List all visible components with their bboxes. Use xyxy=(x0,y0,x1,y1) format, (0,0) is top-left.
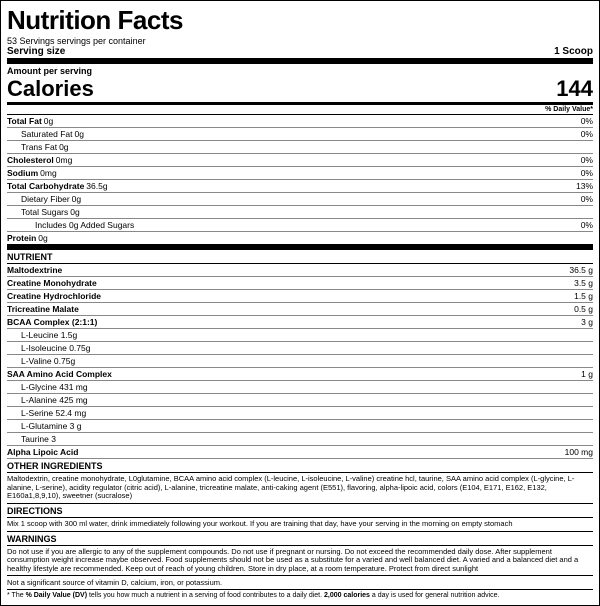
macro-pct: 0% xyxy=(581,168,593,178)
nutrient-row: L-Leucine 1.5g xyxy=(7,329,593,342)
serving-size-label: Serving size xyxy=(7,46,65,57)
macro-amount: 0g xyxy=(70,207,79,217)
nutrient-name: L-Serine 52.4 mg xyxy=(7,408,86,418)
macro-name: Trans Fat xyxy=(21,142,57,152)
nutrient-row: Maltodextrine 36.5 g xyxy=(7,264,593,277)
macro-row: Cholesterol 0mg 0% xyxy=(7,154,593,167)
directions-text: Mix 1 scoop with 300 ml water, drink imm… xyxy=(7,518,593,532)
nutrient-amount: 0.5 g xyxy=(574,304,593,314)
nutrient-row: Tricreatine Malate 0.5 g xyxy=(7,303,593,316)
macro-name: Total Fat xyxy=(7,116,42,126)
nutrient-name: Creatine Hydrochloride xyxy=(7,291,101,301)
macro-amount: 0g xyxy=(38,233,47,243)
macro-row: Saturated Fat 0g 0% xyxy=(7,128,593,141)
macro-row: Total Fat 0g 0% xyxy=(7,115,593,128)
other-ingredients-text: Maltodextrin, creatine monohydrate, L0gl… xyxy=(7,473,593,504)
nutrients-section: Maltodextrine 36.5 g Creatine Monohydrate 3… xyxy=(7,264,593,459)
macro-pct: 0% xyxy=(581,220,593,230)
macro-row: Protein 0g xyxy=(7,232,593,250)
nutrient-name: L-Glutamine 3 g xyxy=(7,421,81,431)
nutrient-name: SAA Amino Acid Complex xyxy=(7,369,112,379)
macro-row: Total Sugars 0g xyxy=(7,206,593,219)
macro-amount: 0g xyxy=(59,142,68,152)
servings-per-container: 53 Servings servings per container xyxy=(7,36,593,46)
macro-row: Sodium 0mg 0% xyxy=(7,167,593,180)
other-ingredients-header: OTHER INGREDIENTS xyxy=(7,459,593,473)
nutrient-name: Tricreatine Malate xyxy=(7,304,79,314)
nutrient-name: L-Glycine 431 mg xyxy=(7,382,88,392)
macro-name: Dietary Fiber xyxy=(21,194,70,204)
title: Nutrition Facts xyxy=(7,5,593,36)
nutrient-name: BCAA Complex (2:1:1) xyxy=(7,317,97,327)
nutrient-row: SAA Amino Acid Complex 1 g xyxy=(7,368,593,381)
nutrition-facts-panel: Nutrition Facts 53 Servings servings per… xyxy=(0,0,600,606)
calories-row: Calories 144 xyxy=(7,76,593,105)
macro-amount: 36.5g xyxy=(86,181,107,191)
warnings-header: WARNINGS xyxy=(7,532,593,546)
macro-name: Includes 0g Added Sugars xyxy=(35,220,134,230)
macro-row: Dietary Fiber 0g 0% xyxy=(7,193,593,206)
nutrient-row: Taurine 3 xyxy=(7,433,593,446)
nutrient-row: L-Glutamine 3 g xyxy=(7,420,593,433)
nutrient-amount: 100 mg xyxy=(565,447,593,457)
calories-label: Calories xyxy=(7,76,94,102)
nutrient-row: Creatine Monohydrate 3.5 g xyxy=(7,277,593,290)
macro-row: Total Carbohydrate 36.5g 13% xyxy=(7,180,593,193)
nutrient-row: L-Valine 0.75g xyxy=(7,355,593,368)
nutrient-row: L-Glycine 431 mg xyxy=(7,381,593,394)
macro-row: Trans Fat 0g xyxy=(7,141,593,154)
amount-per-serving-label: Amount per serving xyxy=(7,66,593,76)
nutrient-amount: 1 g xyxy=(581,369,593,379)
macro-name: Sodium xyxy=(7,168,38,178)
nutrient-name: Maltodextrine xyxy=(7,265,62,275)
macros-section: Total Fat 0g0%Saturated Fat 0g0%Trans Fa… xyxy=(7,115,593,250)
serving-size-value: 1 Scoop xyxy=(554,46,593,57)
nutrient-name: Creatine Monohydrate xyxy=(7,278,97,288)
macro-name: Saturated Fat xyxy=(21,129,73,139)
macro-amount: 0mg xyxy=(56,155,73,165)
nutrient-amount: 36.5 g xyxy=(569,265,593,275)
nutrient-row: Alpha Lipoic Acid 100 mg xyxy=(7,446,593,459)
macro-name: Cholesterol xyxy=(7,155,54,165)
nutrient-name: L-Leucine 1.5g xyxy=(7,330,77,340)
macro-pct: 13% xyxy=(576,181,593,191)
nutrient-amount: 3 g xyxy=(581,317,593,327)
directions-header: DIRECTIONS xyxy=(7,504,593,518)
macro-amount: 0g xyxy=(75,129,84,139)
macro-amount: 0g xyxy=(44,116,53,126)
nutrient-header: NUTRIENT xyxy=(7,250,593,264)
serving-size-row: Serving size 1 Scoop xyxy=(7,46,593,64)
macro-pct: 0% xyxy=(581,129,593,139)
macro-name: Protein xyxy=(7,233,36,243)
dv-footnote: * The % Daily Value (DV) tells you how m… xyxy=(7,590,593,601)
calories-value: 144 xyxy=(556,76,593,102)
nutrient-name: L-Valine 0.75g xyxy=(7,356,75,366)
not-significant-note: Not a significant source of vitamin D, c… xyxy=(7,576,593,590)
macro-pct: 0% xyxy=(581,155,593,165)
macro-amount: 0g xyxy=(72,194,81,204)
macro-name: Total Sugars xyxy=(21,207,68,217)
macro-name: Total Carbohydrate xyxy=(7,181,84,191)
daily-value-header: % Daily Value* xyxy=(7,105,593,115)
nutrient-row: BCAA Complex (2:1:1) 3 g xyxy=(7,316,593,329)
warnings-text: Do not use if you are allergic to any of… xyxy=(7,546,593,577)
macro-pct: 0% xyxy=(581,116,593,126)
nutrient-amount: 1.5 g xyxy=(574,291,593,301)
nutrient-name: Alpha Lipoic Acid xyxy=(7,447,78,457)
macro-amount: 0mg xyxy=(40,168,57,178)
nutrient-name: Taurine 3 xyxy=(7,434,56,444)
macro-row: Includes 0g Added Sugars 0% xyxy=(7,219,593,232)
nutrient-name: L-Isoleucine 0.75g xyxy=(7,343,90,353)
nutrient-row: L-Isoleucine 0.75g xyxy=(7,342,593,355)
nutrient-name: L-Alanine 425 mg xyxy=(7,395,88,405)
nutrient-row: Creatine Hydrochloride 1.5 g xyxy=(7,290,593,303)
macro-pct: 0% xyxy=(581,194,593,204)
nutrient-row: L-Serine 52.4 mg xyxy=(7,407,593,420)
nutrient-row: L-Alanine 425 mg xyxy=(7,394,593,407)
nutrient-amount: 3.5 g xyxy=(574,278,593,288)
